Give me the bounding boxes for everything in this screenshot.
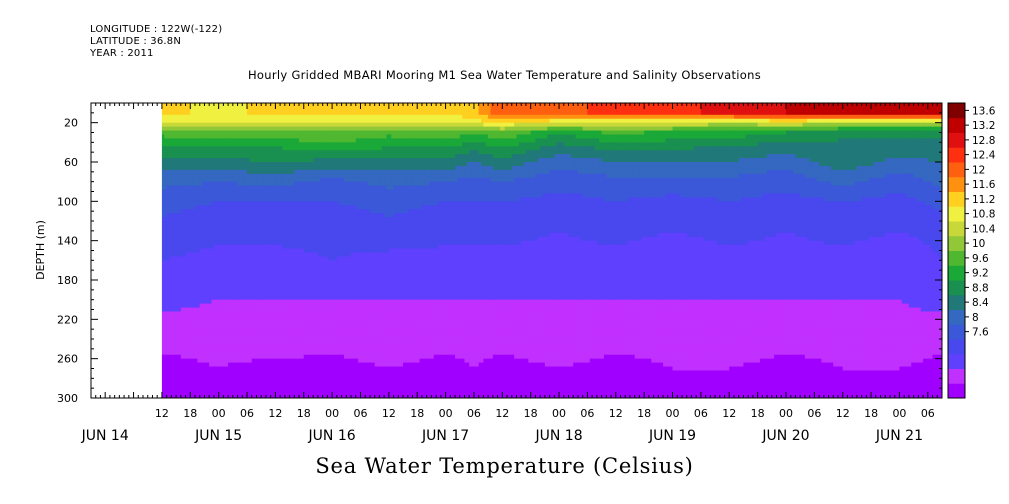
heatmap-cells xyxy=(162,103,945,399)
